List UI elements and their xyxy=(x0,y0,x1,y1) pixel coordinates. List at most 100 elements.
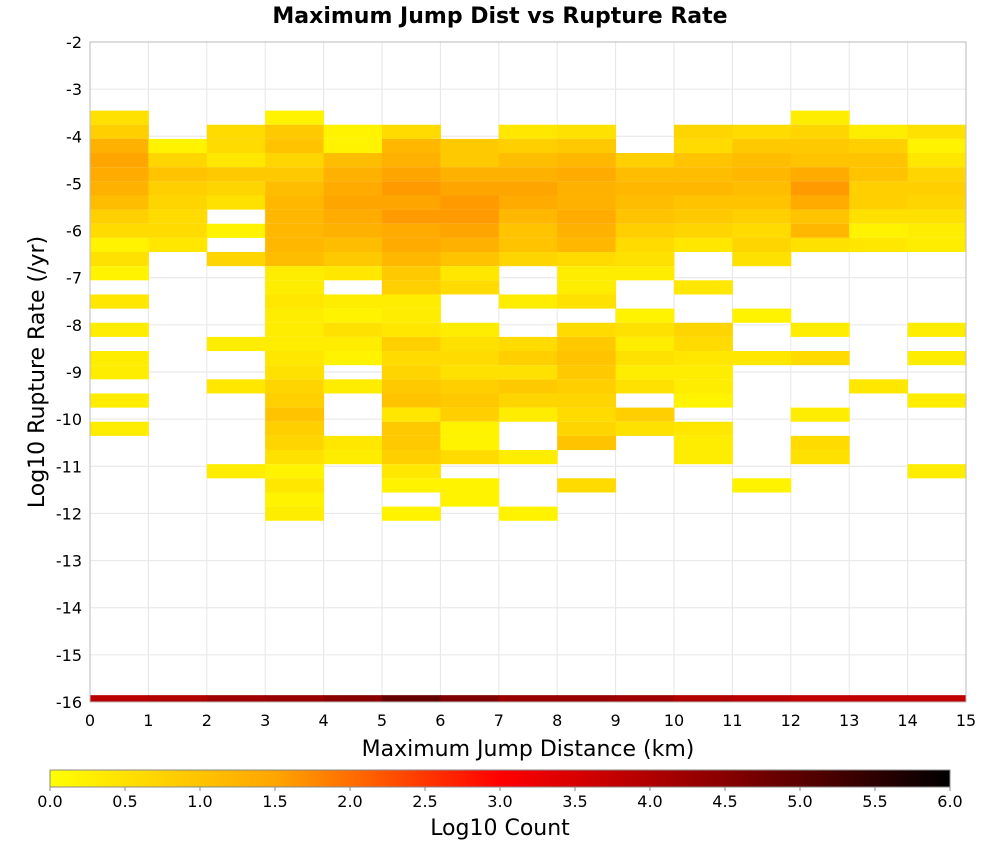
heatmap-cell xyxy=(265,294,325,309)
heatmap-cell xyxy=(498,124,558,139)
heatmap-cell xyxy=(206,138,266,154)
heatmap-cell xyxy=(206,695,266,702)
y-tick-label: -12 xyxy=(56,504,82,523)
heatmap-cell xyxy=(265,308,325,323)
heatmap-cell xyxy=(148,209,208,224)
x-tick-label: 10 xyxy=(664,711,684,730)
heatmap-cell xyxy=(206,464,266,479)
heatmap-cell xyxy=(615,223,675,238)
heatmap-cell xyxy=(265,223,325,238)
heatmap-cell xyxy=(907,195,967,210)
heatmap-cell xyxy=(849,195,909,210)
x-tick-label: 0 xyxy=(85,711,95,730)
heatmap-cell xyxy=(440,153,500,168)
heatmap-cell xyxy=(440,223,500,238)
heatmap-cell xyxy=(732,351,792,366)
heatmap-cell xyxy=(382,195,441,210)
heatmap-cell xyxy=(323,351,383,366)
colorbar xyxy=(49,769,951,788)
heatmap-cell xyxy=(265,379,325,394)
heatmap-cell xyxy=(615,322,675,337)
heatmap-cell xyxy=(382,223,441,238)
heatmap-cell xyxy=(440,492,500,507)
heatmap-cell xyxy=(440,478,500,493)
heatmap-cell xyxy=(557,138,617,154)
colorbar-tick-label: 5.5 xyxy=(862,792,887,811)
colorbar-tick-label: 1.5 xyxy=(262,792,287,811)
heatmap-cell xyxy=(382,435,441,451)
heatmap-cell xyxy=(148,138,208,154)
heatmap-cell xyxy=(265,336,325,352)
heatmap-cell xyxy=(323,695,383,702)
heatmap-cell xyxy=(615,266,675,281)
y-tick-label: -11 xyxy=(56,457,82,476)
x-tick-label: 9 xyxy=(611,711,621,730)
colorbar-tick-label: 2.0 xyxy=(337,792,362,811)
heatmap-cell xyxy=(849,695,909,702)
heatmap-cell xyxy=(732,478,792,493)
heatmap-cell xyxy=(790,450,850,465)
heatmap-cell xyxy=(265,464,325,479)
colorbar-tick-label: 4.5 xyxy=(712,792,737,811)
heatmap-cell xyxy=(907,124,967,139)
heatmap-cell xyxy=(907,393,967,408)
heatmap-cell xyxy=(382,478,441,493)
x-axis-ticks: 0 1 2 3 4 5 6 7 8 9 10 11 12 13 14 15 xyxy=(85,711,976,730)
heatmap-cell xyxy=(557,181,617,196)
heatmap-cell xyxy=(148,237,208,253)
heatmap-cell xyxy=(440,336,500,352)
x-tick-label: 15 xyxy=(956,711,976,730)
heatmap-cell xyxy=(206,223,266,238)
heatmap-cell xyxy=(382,280,441,295)
heatmap-cell xyxy=(323,266,383,281)
heatmap-cell xyxy=(440,695,500,702)
colorbar-tick-label: 0.0 xyxy=(37,792,62,811)
heatmap-cell xyxy=(498,167,558,182)
y-tick-label: -7 xyxy=(66,269,82,288)
colorbar-tick-label: 4.0 xyxy=(637,792,662,811)
heatmap-cell xyxy=(265,492,325,507)
heatmap-cell xyxy=(498,195,558,210)
heatmap-cell xyxy=(498,365,558,380)
heatmap-cell xyxy=(790,124,850,139)
heatmap-cell xyxy=(557,237,617,253)
colorbar-tick-label: 3.0 xyxy=(487,792,512,811)
heatmap-cell xyxy=(440,181,500,196)
heatmap-cell xyxy=(148,195,208,210)
heatmap-cell xyxy=(907,181,967,196)
heatmap-cell xyxy=(849,153,909,168)
y-tick-label: -9 xyxy=(66,363,82,382)
heatmap-cell xyxy=(148,167,208,182)
heatmap-cell xyxy=(265,280,325,295)
heatmap-cell xyxy=(907,223,967,238)
heatmap-cell xyxy=(849,223,909,238)
x-axis-label: Maximum Jump Distance (km) xyxy=(362,737,695,762)
heatmap-cell xyxy=(557,322,617,337)
heatmap-cell xyxy=(498,223,558,238)
heatmap-cell xyxy=(615,209,675,224)
heatmap-cell xyxy=(674,695,733,702)
heatmap-cell xyxy=(674,336,733,352)
heatmap-cell xyxy=(265,167,325,182)
heatmap-cell xyxy=(790,322,850,337)
heatmap-cell xyxy=(907,237,967,253)
heatmap-cell xyxy=(790,407,850,422)
heatmap-cell xyxy=(732,195,792,210)
heatmap-cell xyxy=(790,195,850,210)
heatmap-cell xyxy=(557,407,617,422)
heatmap-cell xyxy=(323,153,383,168)
heatmap-cell xyxy=(265,435,325,451)
heatmap-cell xyxy=(674,181,733,196)
heatmap-cell xyxy=(557,153,617,168)
heatmap-cell xyxy=(674,124,733,139)
heatmap-cell xyxy=(498,294,558,309)
heatmap-cell xyxy=(674,322,733,337)
x-tick-label: 14 xyxy=(897,711,917,730)
heatmap-cell xyxy=(790,110,850,125)
heatmap-cell xyxy=(674,138,733,154)
heatmap-cell xyxy=(440,322,500,337)
y-tick-label: -14 xyxy=(56,599,82,618)
heatmap-cell xyxy=(557,393,617,408)
heatmap-cell xyxy=(615,407,675,422)
colorbar-tick-label: 2.5 xyxy=(412,792,437,811)
